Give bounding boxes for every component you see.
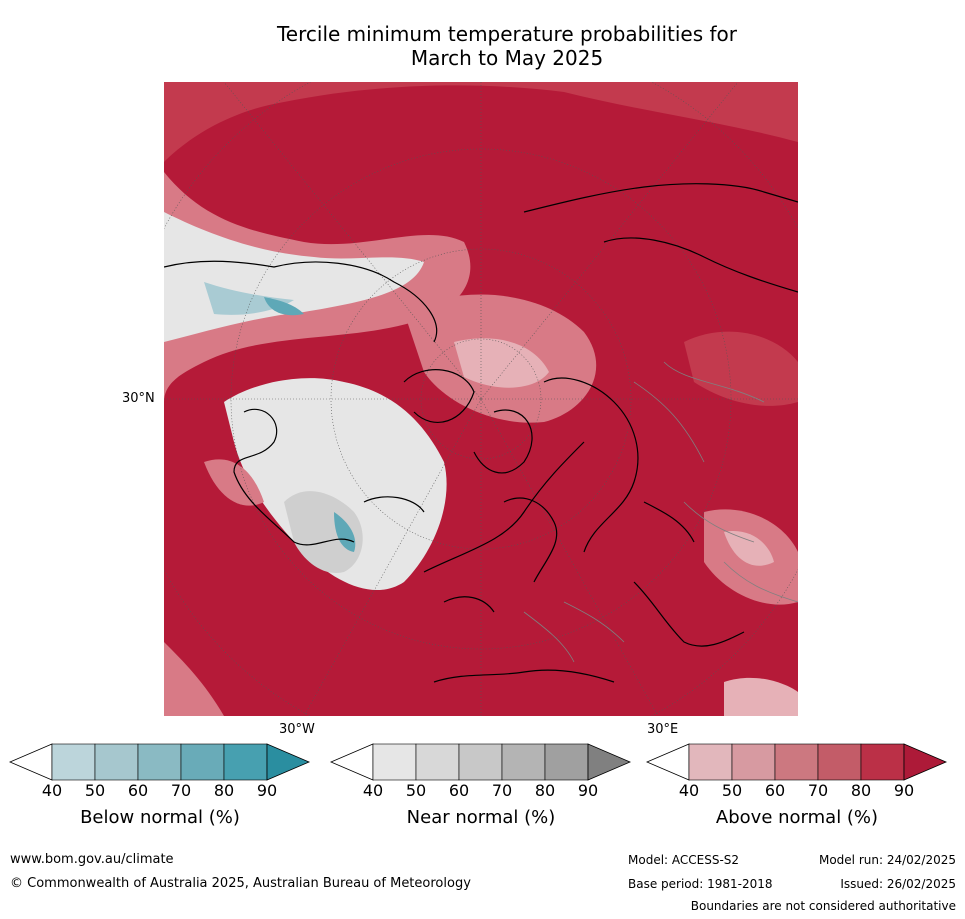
- title-line-2: March to May 2025: [410, 46, 604, 70]
- region-above-faint-central: [454, 338, 549, 388]
- colorbar-above-tick-label: 60: [764, 781, 786, 800]
- colorbar-above-bin-60: [774, 743, 819, 781]
- longitude-label-30w: 30°W: [279, 722, 315, 737]
- region-above-low-pacific: [204, 459, 264, 506]
- colorbar-below-high-arrow: [266, 743, 311, 781]
- colorbar-below-svg: [8, 743, 311, 781]
- colorbar-near-tick-label: 60: [448, 781, 470, 800]
- region-above-mid-north: [164, 82, 798, 162]
- longitude-label-30e: 30°E: [647, 722, 679, 737]
- colorbar-near-bin-80: [544, 743, 589, 781]
- colorbar-above-tick-label: 80: [850, 781, 872, 800]
- colorbar-near-bin-60: [458, 743, 503, 781]
- colorbar-below-low-arrow: [8, 743, 53, 781]
- colorbar-above: [645, 743, 948, 781]
- colorbar-above-svg: [645, 743, 948, 781]
- coastlines: [164, 183, 798, 683]
- colorbar-above-tick-label: 50: [721, 781, 743, 800]
- country-borders: [523, 361, 798, 663]
- region-near-mid-america: [284, 491, 363, 573]
- colorbar-below-bin-70: [180, 743, 225, 781]
- title-line-1: Tercile minimum temperature probabilitie…: [276, 22, 738, 46]
- colorbar-below-tick-label: 60: [127, 781, 149, 800]
- colorbar-below-tick-label: 70: [170, 781, 192, 800]
- colorbar-below-tick-label: 50: [84, 781, 106, 800]
- colorbar-below-title: Below normal (%): [80, 807, 240, 828]
- colorbar-above-tick-label: 40: [678, 781, 700, 800]
- colorbar-near-tick-label: 70: [491, 781, 513, 800]
- colorbar-near-low-arrow: [329, 743, 374, 781]
- region-above-faint-asia: [724, 531, 774, 566]
- footer-base-period: Base period: 1981-2018: [628, 877, 773, 891]
- footer-model: Model: ACCESS-S2: [628, 853, 740, 867]
- colorbar-below-bin-50: [94, 743, 139, 781]
- colorbar-near-bin-40: [372, 743, 417, 781]
- colorbar-above-ticks: 40 50 60 70 80 90: [647, 781, 947, 801]
- footer-disclaimer: Boundaries are not considered authoritat…: [690, 899, 956, 913]
- colorbar-near: [329, 743, 632, 781]
- colorbar-below-ticks: 40 50 60 70 80 90: [10, 781, 310, 801]
- footer-copyright: © Commonwealth of Australia 2025, Austra…: [10, 876, 471, 891]
- colorbar-near-high-arrow: [587, 743, 632, 781]
- colorbar-below-tick-label: 90: [256, 781, 278, 800]
- colorbar-near-ticks: 40 50 60 70 80 90: [331, 781, 631, 801]
- footer-url[interactable]: www.bom.gov.au/climate: [10, 852, 174, 867]
- region-above-faint-se: [724, 677, 798, 716]
- region-below-mid: [264, 297, 304, 316]
- colorbar-below-bin-40: [51, 743, 96, 781]
- region-above-low-sw: [164, 642, 224, 716]
- colorbar-below-tick-label: 40: [41, 781, 63, 800]
- colorbar-above-bin-50: [731, 743, 776, 781]
- colorbar-below-tick-label: 80: [213, 781, 235, 800]
- colorbar-above-tick-label: 90: [893, 781, 915, 800]
- colorbar-above-high-arrow: [903, 743, 948, 781]
- colorbar-above-bin-40: [688, 743, 733, 781]
- colorbar-below-bin-80: [223, 743, 268, 781]
- colorbar-above-title: Above normal (%): [715, 807, 879, 828]
- region-below-mid-america: [334, 512, 356, 552]
- colorbar-above-tick-label: 70: [807, 781, 829, 800]
- region-near-normal-america: [224, 378, 447, 591]
- colorbar-above-bin-70: [817, 743, 862, 781]
- colorbar-near-tick-label: 80: [534, 781, 556, 800]
- latitude-label-30n: 30°N: [122, 391, 155, 406]
- colorbar-below-bin-60: [137, 743, 182, 781]
- footer-issued: Issued: 26/02/2025: [840, 877, 956, 891]
- colorbar-near-tick-label: 90: [577, 781, 599, 800]
- colorbar-near-bin-70: [501, 743, 546, 781]
- colorbar-near-bin-50: [415, 743, 460, 781]
- colorbar-above-low-arrow: [645, 743, 690, 781]
- map-title: Tercile minimum temperature probabilitie…: [165, 22, 849, 70]
- colorbar-near-tick-label: 40: [362, 781, 384, 800]
- footer-model-run: Model run: 24/02/2025: [818, 853, 956, 867]
- map-svg: [164, 82, 798, 716]
- colorbar-near-title: Near normal (%): [406, 807, 556, 828]
- colorbar-below: [8, 743, 311, 781]
- probability-map: [164, 82, 798, 716]
- colorbar-above-bin-80: [860, 743, 905, 781]
- colorbar-near-tick-label: 50: [405, 781, 427, 800]
- region-above-mid-asia: [684, 331, 798, 406]
- colorbar-near-svg: [329, 743, 632, 781]
